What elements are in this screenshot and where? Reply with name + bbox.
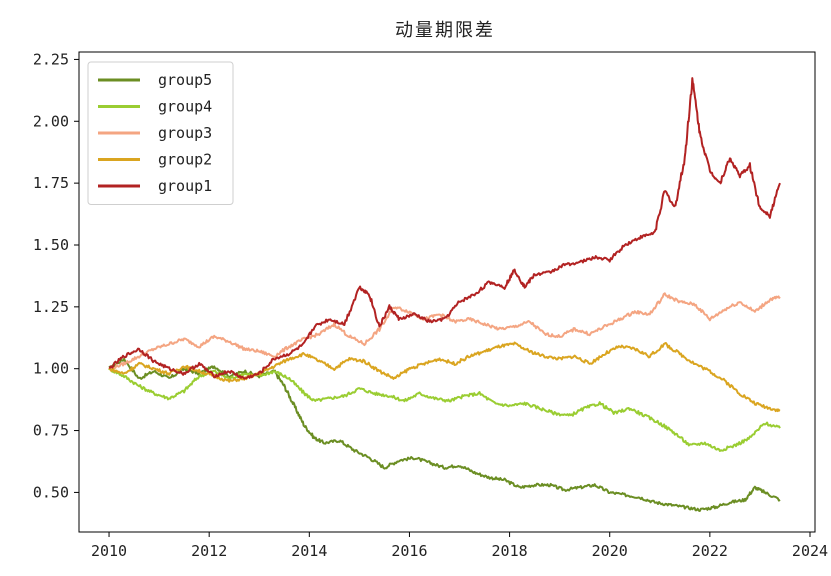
plot-frame (78, 51, 816, 533)
series-line-group2 (108, 341, 781, 413)
series-line-group3 (108, 292, 781, 370)
y-tick-label: 1.75 (33, 174, 69, 192)
legend-label-group5: group5 (158, 71, 212, 89)
x-tick-label: 2024 (792, 542, 828, 560)
y-tick-label: 1.50 (33, 236, 69, 254)
series-line-group4 (108, 367, 781, 452)
x-tick-label: 2018 (492, 542, 528, 560)
x-tick-label: 2022 (692, 542, 728, 560)
legend-box (87, 61, 234, 205)
series-line-group1 (108, 77, 781, 380)
plot-area (108, 77, 781, 512)
legend-label-group1: group1 (158, 177, 212, 195)
legend: group5 group4 group3 group2 group1 (87, 61, 234, 205)
y-tick-label: 1.25 (33, 298, 69, 316)
x-tick-label: 2012 (191, 542, 227, 560)
y-tick-label: 0.50 (33, 483, 69, 501)
axes: 2010 2012 2014 2016 2018 2020 2022 2024 0.50 0.75… (33, 50, 828, 560)
legend-label-group2: group2 (158, 151, 212, 169)
series-line-group5 (108, 357, 781, 512)
y-tick-label: 1.00 (33, 360, 69, 378)
y-tick-label: 2.00 (33, 112, 69, 130)
y-tick-label: 0.75 (33, 422, 69, 440)
y-tick-label: 2.25 (33, 50, 69, 68)
chart-title: 动量期限差 (395, 20, 495, 41)
legend-label-group4: group4 (158, 98, 212, 116)
x-tick-label: 2014 (291, 542, 327, 560)
legend-label-group3: group3 (158, 124, 212, 142)
x-tick-label: 2016 (391, 542, 427, 560)
x-tick-label: 2020 (592, 542, 628, 560)
x-tick-label: 2010 (91, 542, 127, 560)
